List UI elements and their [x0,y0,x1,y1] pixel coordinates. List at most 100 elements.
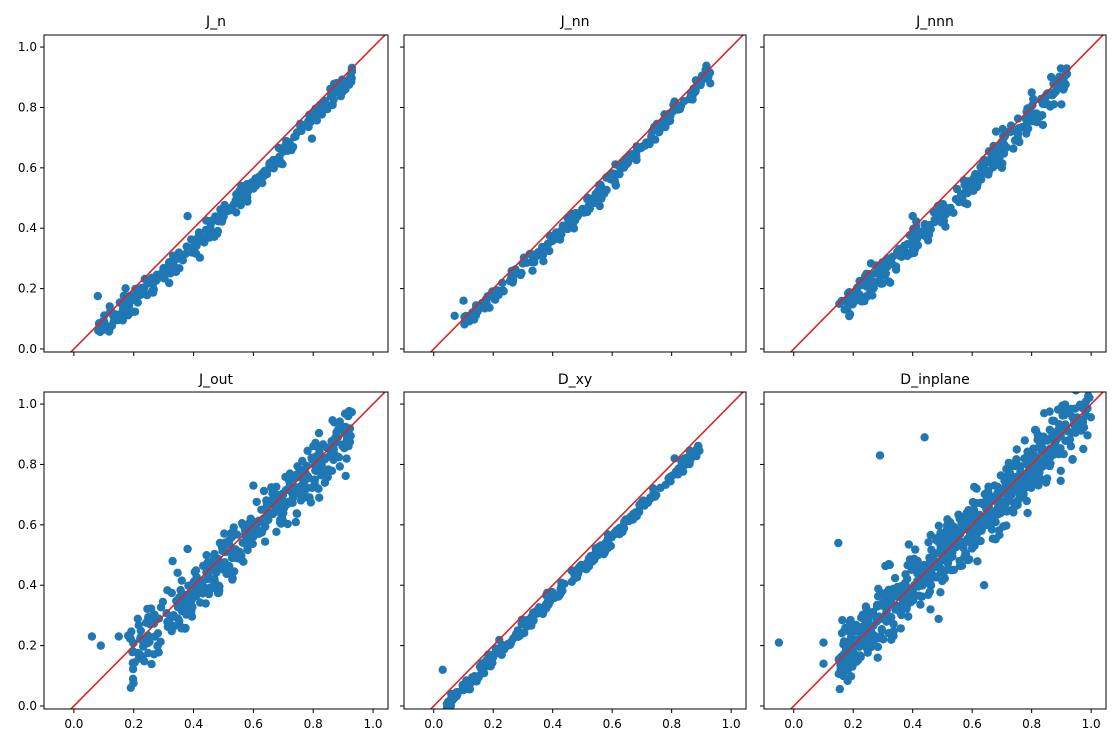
scatter-point [279,499,288,508]
scatter-point [1032,118,1042,127]
scatter-point [465,677,474,686]
scatter-point [907,565,916,574]
scatter-point [1027,88,1036,97]
scatter-point [1005,468,1015,477]
scatter-point [1049,100,1059,109]
scatter-point [1042,474,1052,483]
scatter-point [774,638,784,647]
scatter-point [508,275,518,284]
scatter-point [688,95,697,104]
scatter-point [184,581,193,590]
scatter-point [895,244,904,254]
scatter-point [876,632,886,642]
scatter-point [230,567,239,576]
panel-d-inplane: D_inplane 0.0 0.2 0.4 0.6 0.8 1.0 [760,372,1107,731]
scatter-point [234,551,243,560]
scatter-point [880,271,889,280]
scatter-point [932,208,942,217]
scatter-point [1037,462,1047,472]
scatter-point [321,101,331,111]
scatter-point [471,311,481,320]
scatter-point [138,653,147,662]
scatter-point [310,475,320,484]
scatter-point [875,451,885,460]
scatter-point [878,601,887,610]
scatter-point [341,471,350,481]
scatter-point [438,665,447,674]
scatter-point [539,257,548,266]
scatter-point [1001,506,1010,516]
scatter-point [903,600,912,609]
scatter-point [474,672,483,681]
scatter-point [147,659,156,669]
scatter-point [191,566,201,575]
scatter-point [981,496,991,506]
scatter-point [168,266,178,275]
scatter-point [955,556,964,566]
scatter-points [450,61,715,329]
scatter-point [127,308,136,317]
scatter-point [1048,90,1057,100]
scatter-point [976,171,985,180]
scatter-point [1056,476,1065,485]
scatter-point [819,638,828,647]
y-tick-label: 0.8 [18,100,37,114]
scatter-point [962,508,971,517]
y-tick-label: 0.0 [18,699,37,713]
axis-ticks: 0.0 0.2 0.4 0.6 0.8 1.0 [760,403,1101,731]
scatter-point [907,241,916,250]
identity-line [69,35,387,352]
scatter-point [940,529,949,538]
scatter-point [272,482,281,491]
scatter-point [278,516,287,525]
scatter-point [843,676,852,686]
x-tick-label: 0.4 [184,717,203,731]
scatter-point [333,452,342,461]
scatter-point [1079,444,1088,454]
scatter-point [1007,488,1016,497]
scatter-point [694,442,703,451]
scatter-point [569,216,578,225]
scatter-point [691,87,700,96]
scatter-point [889,619,898,629]
scatter-point [491,295,500,304]
scatter-point [903,574,912,583]
scatter-point [543,600,552,609]
scatter-point [228,574,237,583]
scatter-point [1049,79,1058,89]
scatter-point [685,446,694,455]
scatter-point [220,558,229,567]
scatter-point [1087,376,1095,384]
scatter-point [990,514,999,524]
scatter-point [522,622,531,631]
scatter-point [1039,98,1048,108]
scatter-point [840,625,849,635]
scatter-point [574,563,584,572]
scatter-point [288,498,297,507]
axis-ticks [760,46,1092,356]
scatter-point [558,586,567,595]
scatter-point [892,589,901,599]
scatter-point [869,283,878,292]
scatter-point [215,586,224,595]
scatter-point [1056,466,1066,475]
scatter-point [191,249,201,258]
scatter-point [685,455,694,464]
scatter-point [1013,114,1023,123]
scatter-point [113,314,123,323]
scatter-point [645,494,655,504]
scatter-point [920,433,929,442]
scatter-point [971,533,981,543]
scatter-point [532,609,541,618]
scatter-point [165,278,174,288]
scatter-point [840,305,849,314]
scatter-point [936,588,945,597]
scatter-point [1023,447,1032,456]
scatter-points [93,63,357,337]
scatter-point [315,493,324,502]
scatter-point [304,122,313,132]
scatter-point [968,497,978,507]
scatter-point [862,603,871,612]
scatter-point [949,522,958,531]
scatter-point [96,641,106,650]
